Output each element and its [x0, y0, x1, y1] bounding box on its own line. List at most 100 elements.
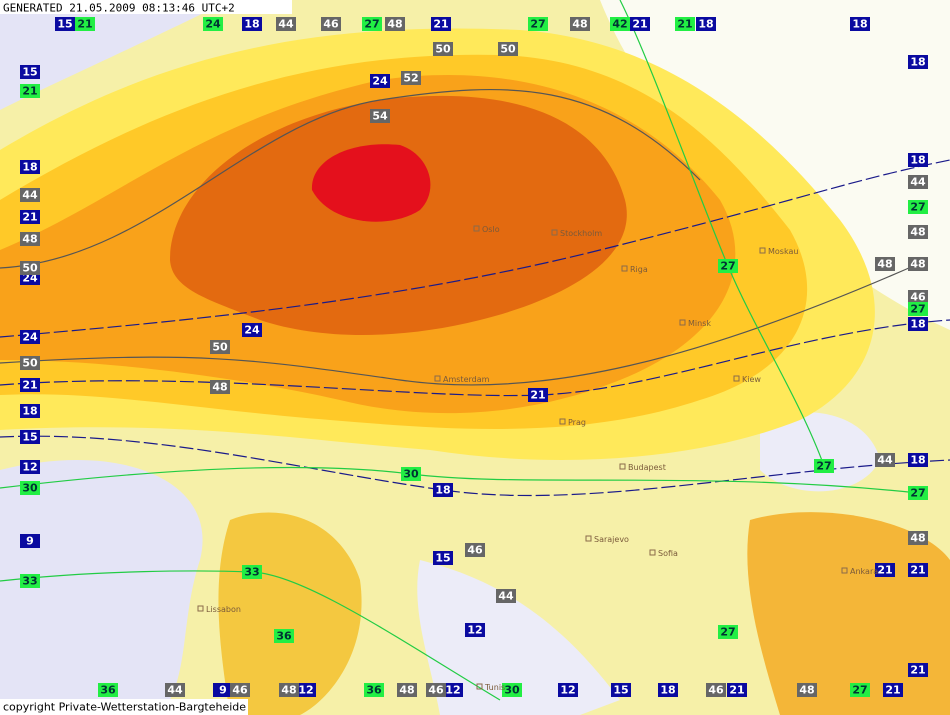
contour-label: 27 — [910, 303, 925, 316]
label-box — [20, 378, 40, 392]
contour-label: 24 — [244, 324, 260, 337]
contour-label: 36 — [276, 630, 292, 643]
label-box — [875, 257, 895, 271]
contour-label: 12 — [560, 684, 575, 697]
label-box — [850, 683, 870, 697]
contour-label: 27 — [816, 460, 831, 473]
contour-label: 15 — [22, 431, 37, 444]
label-box — [570, 17, 590, 31]
label-box — [658, 683, 678, 697]
contour-label: 33 — [244, 566, 259, 579]
label-box — [203, 17, 223, 31]
contour-label: 46 — [708, 684, 724, 697]
contour-label: 15 — [22, 66, 37, 79]
contour-label: 46 — [910, 291, 926, 304]
contour-label: 44 — [278, 18, 294, 31]
city-marker — [841, 567, 848, 574]
label-box — [210, 380, 230, 394]
contour-label: 27 — [852, 684, 867, 697]
label-box — [20, 430, 40, 444]
core-area — [311, 144, 431, 222]
label-box — [397, 683, 417, 697]
label-box — [850, 17, 870, 31]
label-box — [20, 574, 40, 588]
label-box — [908, 175, 928, 189]
label-box — [696, 17, 716, 31]
contour-label: 48 — [877, 258, 892, 271]
label-box — [213, 683, 233, 697]
label-box — [611, 683, 631, 697]
city-name: Oslo — [482, 225, 500, 234]
city-marker — [649, 549, 656, 556]
contour-label: 42 — [612, 18, 627, 31]
contour-label: 48 — [910, 532, 925, 545]
footer-box — [0, 699, 248, 715]
contour-label: 30 — [403, 468, 419, 481]
city-name: Moskau — [768, 247, 798, 256]
city-marker — [559, 418, 566, 425]
contour-label: 48 — [212, 381, 227, 394]
contour-label: 12 — [22, 461, 37, 474]
label-box — [908, 55, 928, 69]
contour-label: 18 — [22, 405, 37, 418]
contour-label: 46 — [232, 684, 248, 697]
city-marker — [621, 265, 628, 272]
contour-label: 36 — [100, 684, 116, 697]
contour-label: 21 — [22, 379, 37, 392]
contour-label: 21 — [22, 85, 37, 98]
city-marker — [476, 683, 483, 690]
label-box — [496, 589, 516, 603]
black-sea — [760, 412, 880, 492]
label-box — [908, 302, 928, 316]
city-name: Riga — [630, 265, 648, 274]
contour-label: 50 — [212, 341, 228, 354]
city-name: Kiew — [742, 375, 761, 384]
label-box — [875, 453, 895, 467]
contour-label: 48 — [22, 233, 37, 246]
contour-fill — [218, 512, 362, 715]
label-box — [502, 683, 522, 697]
contour-label: 44 — [22, 189, 38, 202]
label-box — [20, 534, 40, 548]
contour-label: 27 — [720, 626, 735, 639]
label-box — [465, 623, 485, 637]
city-marker — [197, 605, 204, 612]
isoline — [0, 263, 919, 386]
contour-label: 48 — [572, 18, 587, 31]
city-marker — [473, 225, 480, 232]
contour-label: 50 — [500, 43, 516, 56]
copyright: copyright Private-Wetterstation-Bargtehe… — [3, 701, 246, 714]
contour-label: 50 — [435, 43, 451, 56]
label-box — [433, 551, 453, 565]
label-box — [908, 486, 928, 500]
contour-label: 21 — [910, 664, 925, 677]
contour-label: 18 — [910, 454, 925, 467]
contour-label: 27 — [720, 260, 735, 273]
label-box — [370, 74, 390, 88]
label-box — [883, 683, 903, 697]
label-box — [385, 17, 405, 31]
contour-label: 12 — [467, 624, 482, 637]
header-title: GENERATED 21.05.2009 08:13:46 UTC+2 — [3, 2, 235, 15]
city-name: Tunis — [484, 683, 505, 692]
label-box — [433, 42, 453, 56]
label-box — [433, 483, 453, 497]
label-box — [98, 683, 118, 697]
contour-label: 18 — [22, 161, 37, 174]
label-box — [75, 17, 95, 31]
contour-label: 44 — [910, 176, 926, 189]
city-name: Sofia — [658, 549, 678, 558]
contour-label: 27 — [364, 18, 379, 31]
contour-label: 18 — [660, 684, 675, 697]
contour-label: 15 — [613, 684, 628, 697]
contour-label: 24 — [22, 331, 38, 344]
label-box — [279, 683, 299, 697]
contour-label: 21 — [885, 684, 900, 697]
label-box — [528, 17, 548, 31]
contour-label: 21 — [433, 18, 448, 31]
label-box — [230, 683, 250, 697]
label-box — [20, 160, 40, 174]
label-box — [908, 531, 928, 545]
city-marker — [585, 535, 592, 542]
contour-label: 21 — [77, 18, 92, 31]
